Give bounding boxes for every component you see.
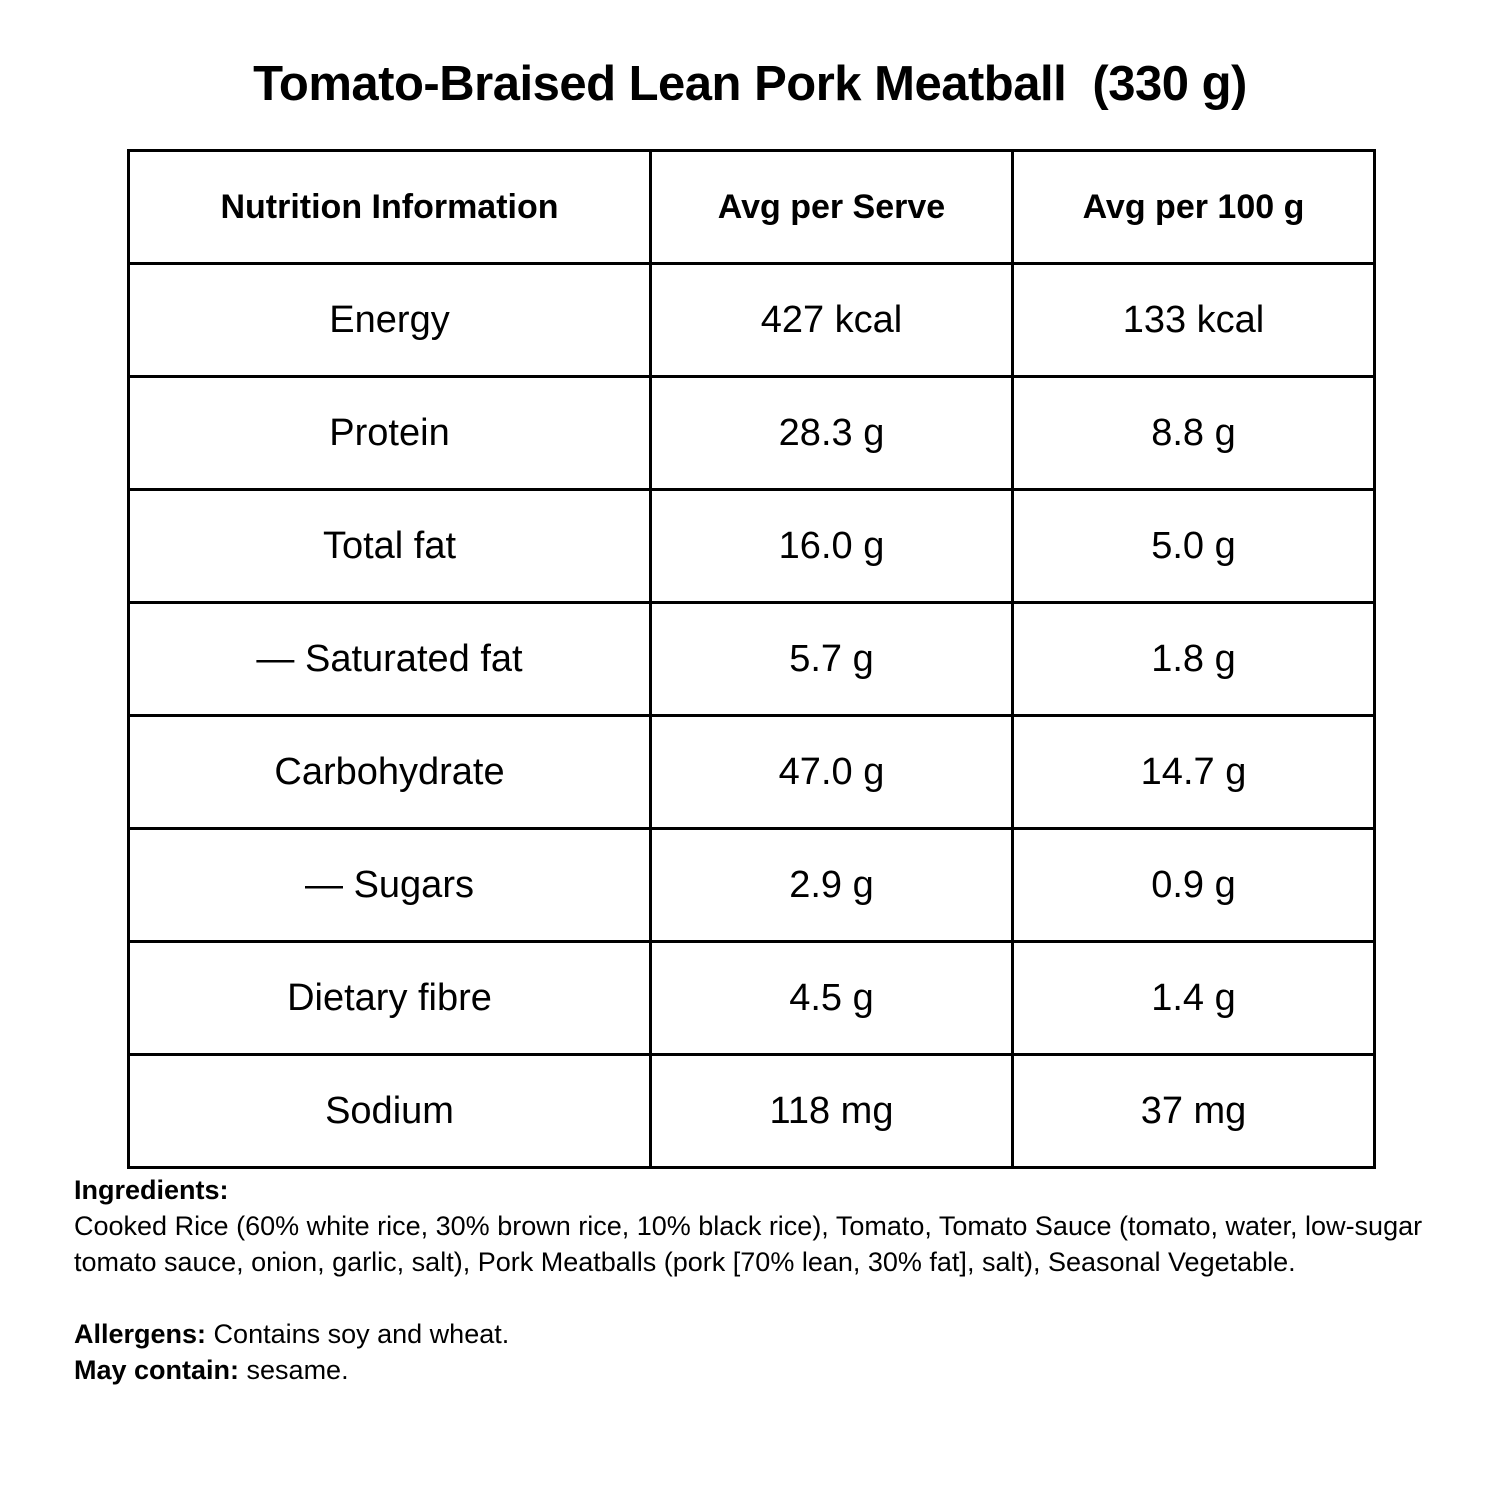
nutrient-name: Sodium [127, 1053, 652, 1169]
product-footer: Ingredients: Cooked Rice (60% white rice… [74, 1172, 1444, 1388]
ingredients-label: Ingredients: [74, 1175, 229, 1205]
value-per-serve: 4.5 g [649, 940, 1014, 1056]
value-per-100g: 1.4 g [1011, 940, 1376, 1056]
nutrient-name: — Sugars [127, 827, 652, 943]
header-avg-per-serve: Avg per Serve [649, 149, 1014, 265]
table-row: Carbohydrate 47.0 g 14.7 g [127, 714, 1376, 830]
table-row: — Sugars 2.9 g 0.9 g [127, 827, 1376, 943]
table-row: Total fat 16.0 g 5.0 g [127, 488, 1376, 604]
ingredients-section: Ingredients: Cooked Rice (60% white rice… [74, 1172, 1444, 1280]
nutrient-name: Total fat [127, 488, 652, 604]
allergens-section: Allergens: Contains soy and wheat. [74, 1316, 1444, 1352]
nutrient-name: Carbohydrate [127, 714, 652, 830]
allergens-text: Contains soy and wheat. [206, 1319, 510, 1349]
header-avg-per-100g: Avg per 100 g [1011, 149, 1376, 265]
value-per-100g: 133 kcal [1011, 262, 1376, 378]
value-per-100g: 14.7 g [1011, 714, 1376, 830]
nutrient-name: — Saturated fat [127, 601, 652, 717]
table-row: Sodium 118 mg 37 mg [127, 1053, 1376, 1169]
nutrient-name: Protein [127, 375, 652, 491]
value-per-100g: 1.8 g [1011, 601, 1376, 717]
value-per-serve: 427 kcal [649, 262, 1014, 378]
nutrient-name: Dietary fibre [127, 940, 652, 1056]
value-per-serve: 16.0 g [649, 488, 1014, 604]
value-per-100g: 37 mg [1011, 1053, 1376, 1169]
ingredients-text: Cooked Rice (60% white rice, 30% brown r… [74, 1211, 1423, 1277]
table-row: Protein 28.3 g 8.8 g [127, 375, 1376, 491]
header-nutrition-information: Nutrition Information [127, 149, 652, 265]
nutrient-name: Energy [127, 262, 652, 378]
may-contain-label: May contain: [74, 1355, 240, 1385]
table-row: Energy 427 kcal 133 kcal [127, 262, 1376, 378]
may-contain-text: sesame. [239, 1355, 349, 1385]
value-per-serve: 28.3 g [649, 375, 1014, 491]
allergens-label: Allergens: [74, 1319, 207, 1349]
table-row: Dietary fibre 4.5 g 1.4 g [127, 940, 1376, 1056]
value-per-serve: 47.0 g [649, 714, 1014, 830]
value-per-100g: 0.9 g [1011, 827, 1376, 943]
value-per-100g: 8.8 g [1011, 375, 1376, 491]
page-title: Tomato-Braised Lean Pork Meatball (330 g… [253, 57, 1247, 111]
section-spacer [74, 1280, 1444, 1316]
value-per-serve: 118 mg [649, 1053, 1014, 1169]
value-per-serve: 2.9 g [649, 827, 1014, 943]
may-contain-section: May contain: sesame. [74, 1352, 1444, 1388]
table-row: — Saturated fat 5.7 g 1.8 g [127, 601, 1376, 717]
table-header-row: Nutrition Information Avg per Serve Avg … [127, 149, 1376, 265]
value-per-100g: 5.0 g [1011, 488, 1376, 604]
nutrition-table: Nutrition Information Avg per Serve Avg … [127, 149, 1376, 1169]
value-per-serve: 5.7 g [649, 601, 1014, 717]
